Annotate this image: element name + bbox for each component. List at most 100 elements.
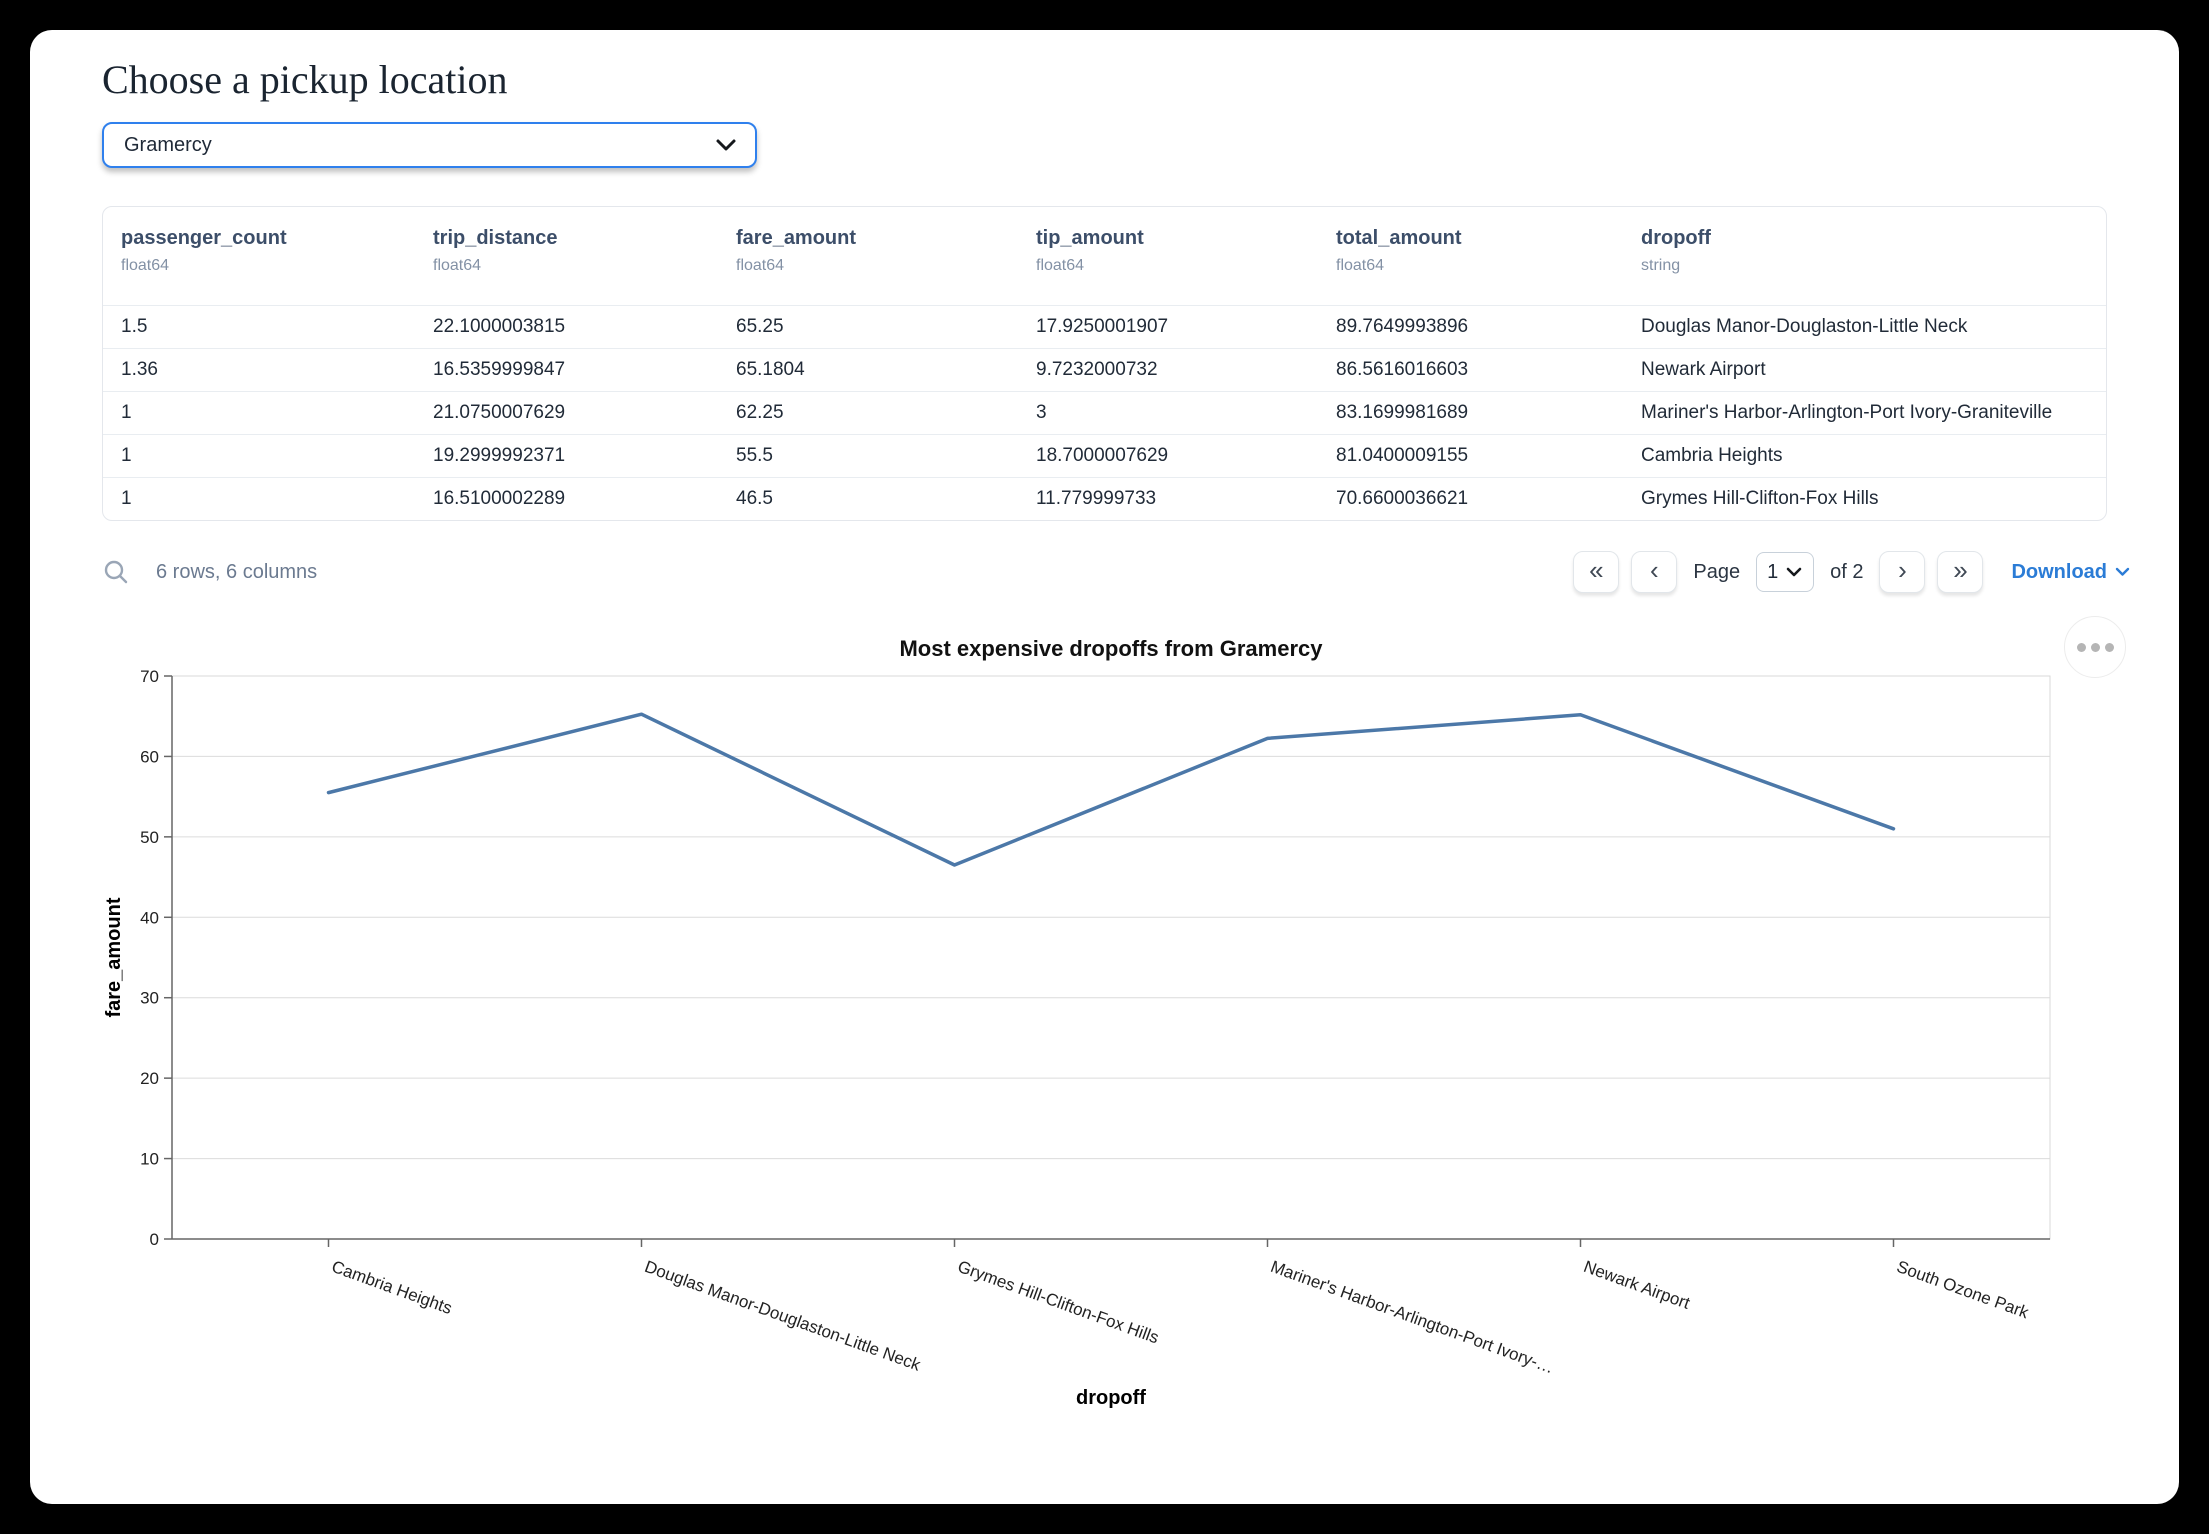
table-row: 1 16.5100002289 46.5 11.779999733 70.6600036… bbox=[103, 477, 2106, 520]
page-number-select[interactable]: 1 bbox=[1756, 552, 1815, 592]
y-tick-label: 20 bbox=[140, 1069, 159, 1088]
chevron-down-icon bbox=[715, 138, 737, 152]
table-cell: 65.25 bbox=[736, 316, 784, 337]
y-tick-label: 0 bbox=[150, 1230, 159, 1249]
y-tick-label: 50 bbox=[140, 828, 159, 847]
app-card: Choose a pickup location Gramercy passen… bbox=[30, 30, 2179, 1504]
table-body: 1.5 22.1000003815 65.25 17.9250001907 89.764… bbox=[103, 305, 2106, 520]
chevrons-left-icon: « bbox=[1589, 555, 1604, 585]
fare-line-chart: 0 10 20 30 40 50 60 70 Cambria Heights Douglas Ma… bbox=[103, 667, 2051, 1409]
page-select-value: 1 bbox=[1767, 560, 1779, 583]
pagination: « ‹ Page 1 of 2 › » Download bbox=[1573, 551, 2130, 593]
table-footer: 6 rows, 6 columns « ‹ Page 1 of 2 › » Do… bbox=[102, 542, 2130, 602]
chevron-down-icon bbox=[1786, 567, 1802, 577]
table-cell: Newark Airport bbox=[1641, 359, 1766, 380]
table-cell: Grymes Hill-Clifton-Fox Hills bbox=[1641, 488, 1879, 509]
x-tick-label: Cambria Heights bbox=[329, 1257, 454, 1318]
table-cell: 19.2999992371 bbox=[433, 445, 566, 466]
ellipsis-icon bbox=[2090, 642, 2100, 652]
table-cell: 81.0400009155 bbox=[1336, 445, 1469, 466]
column-dtype: float64 bbox=[736, 257, 785, 274]
y-tick-label: 60 bbox=[140, 747, 159, 766]
column-header-fare_amount[interactable]: fare_amount float64 bbox=[736, 227, 1036, 275]
table-cell: 17.9250001907 bbox=[1036, 316, 1169, 337]
chart-options-menu-button[interactable] bbox=[2064, 616, 2126, 678]
table-cell: Cambria Heights bbox=[1641, 445, 1783, 466]
column-header-trip_distance[interactable]: trip_distance float64 bbox=[433, 227, 736, 275]
table-cell: 16.5100002289 bbox=[433, 488, 566, 509]
table-cell: 46.5 bbox=[736, 488, 773, 509]
table-cell: 83.1699981689 bbox=[1336, 402, 1469, 423]
table-cell: 1.5 bbox=[121, 316, 148, 337]
pickup-select-value: Gramercy bbox=[124, 133, 212, 156]
y-tick-label: 40 bbox=[140, 908, 159, 927]
table-cell: 22.1000003815 bbox=[433, 316, 566, 337]
column-dtype: string bbox=[1641, 257, 1681, 274]
table-cell: 70.6600036621 bbox=[1336, 488, 1469, 509]
page-title: Choose a pickup location bbox=[102, 57, 508, 102]
y-axis-title: fare_amount bbox=[103, 897, 125, 1017]
fare-line-series bbox=[326, 712, 1896, 867]
column-dtype: float64 bbox=[1036, 257, 1085, 274]
page-of-label: of 2 bbox=[1830, 560, 1864, 583]
x-axis-title: dropoff bbox=[1076, 1387, 1146, 1409]
pickup-location-select[interactable]: Gramercy bbox=[102, 122, 757, 168]
y-tick-label: 30 bbox=[140, 989, 159, 1008]
ellipsis-icon bbox=[2104, 642, 2114, 652]
column-name: total_amount bbox=[1336, 227, 1462, 249]
table-cell: 18.7000007629 bbox=[1036, 445, 1169, 466]
chevron-right-icon: › bbox=[1898, 555, 1907, 585]
table-cell: 16.5359999847 bbox=[433, 359, 566, 380]
column-dtype: float64 bbox=[1336, 257, 1385, 274]
chart-title: Most expensive dropoffs from Gramercy bbox=[899, 636, 1323, 661]
search-icon[interactable] bbox=[102, 558, 130, 586]
column-name: tip_amount bbox=[1036, 227, 1144, 249]
y-tick-label: 10 bbox=[140, 1150, 159, 1169]
x-tick-label: Douglas Manor-Douglaston-Little Neck bbox=[642, 1257, 923, 1375]
table-cell: 55.5 bbox=[736, 445, 773, 466]
table-cell: 89.7649993896 bbox=[1336, 316, 1469, 337]
table-cell: Mariner's Harbor-Arlington-Port Ivory-Gr… bbox=[1641, 402, 2053, 423]
chevron-down-icon bbox=[2115, 567, 2130, 577]
column-header-dropoff[interactable]: dropoff string bbox=[1641, 227, 2106, 275]
table-cell: 1 bbox=[121, 402, 132, 423]
table-cell: 1 bbox=[121, 445, 132, 466]
column-dtype: float64 bbox=[121, 257, 170, 274]
table-cell: 1.36 bbox=[121, 359, 158, 380]
table-cell: 65.1804 bbox=[736, 359, 805, 380]
next-page-button[interactable]: › bbox=[1879, 551, 1926, 593]
table-row: 1.36 16.5359999847 65.1804 9.7232000732 86.5… bbox=[103, 348, 2106, 391]
table-cell: 9.7232000732 bbox=[1036, 359, 1158, 380]
column-header-passenger_count[interactable]: passenger_count float64 bbox=[121, 227, 433, 275]
column-header-total_amount[interactable]: total_amount float64 bbox=[1336, 227, 1641, 275]
table-row: 1 21.0750007629 62.25 3 83.1699981689 Mariner… bbox=[103, 391, 2106, 434]
x-tick-label: Newark Airport bbox=[1581, 1257, 1693, 1313]
column-name: dropoff bbox=[1641, 227, 1711, 249]
previous-page-button[interactable]: ‹ bbox=[1631, 551, 1678, 593]
x-tick-label: Mariner's Harbor-Arlington-Port Ivory-… bbox=[1268, 1257, 1556, 1377]
first-page-button[interactable]: « bbox=[1573, 551, 1620, 593]
column-dtype: float64 bbox=[433, 257, 482, 274]
y-tick-label: 70 bbox=[140, 667, 159, 686]
page-label: Page bbox=[1693, 560, 1741, 583]
table-row: 1.5 22.1000003815 65.25 17.9250001907 89.764… bbox=[103, 305, 2106, 348]
chevrons-right-icon: » bbox=[1953, 555, 1968, 585]
table-cell: 3 bbox=[1036, 402, 1047, 423]
ellipsis-icon bbox=[2076, 642, 2086, 652]
row-column-summary: 6 rows, 6 columns bbox=[156, 560, 318, 583]
table-cell: 86.5616016603 bbox=[1336, 359, 1469, 380]
chevron-left-icon: ‹ bbox=[1650, 555, 1659, 585]
table-cell: 21.0750007629 bbox=[433, 402, 566, 423]
table-cell: Douglas Manor-Douglaston-Little Neck bbox=[1641, 316, 1968, 337]
table-cell: 11.779999733 bbox=[1036, 488, 1157, 509]
x-tick-label: Grymes Hill-Clifton-Fox Hills bbox=[955, 1257, 1161, 1348]
download-button[interactable]: Download bbox=[2011, 561, 2130, 584]
table-row: 1 19.2999992371 55.5 18.7000007629 81.040000… bbox=[103, 434, 2106, 477]
column-name: fare_amount bbox=[736, 227, 857, 249]
last-page-button[interactable]: » bbox=[1937, 551, 1984, 593]
x-tick-label: South Ozone Park bbox=[1894, 1257, 2032, 1323]
column-name: trip_distance bbox=[433, 227, 558, 249]
column-header-tip_amount[interactable]: tip_amount float64 bbox=[1036, 227, 1336, 275]
